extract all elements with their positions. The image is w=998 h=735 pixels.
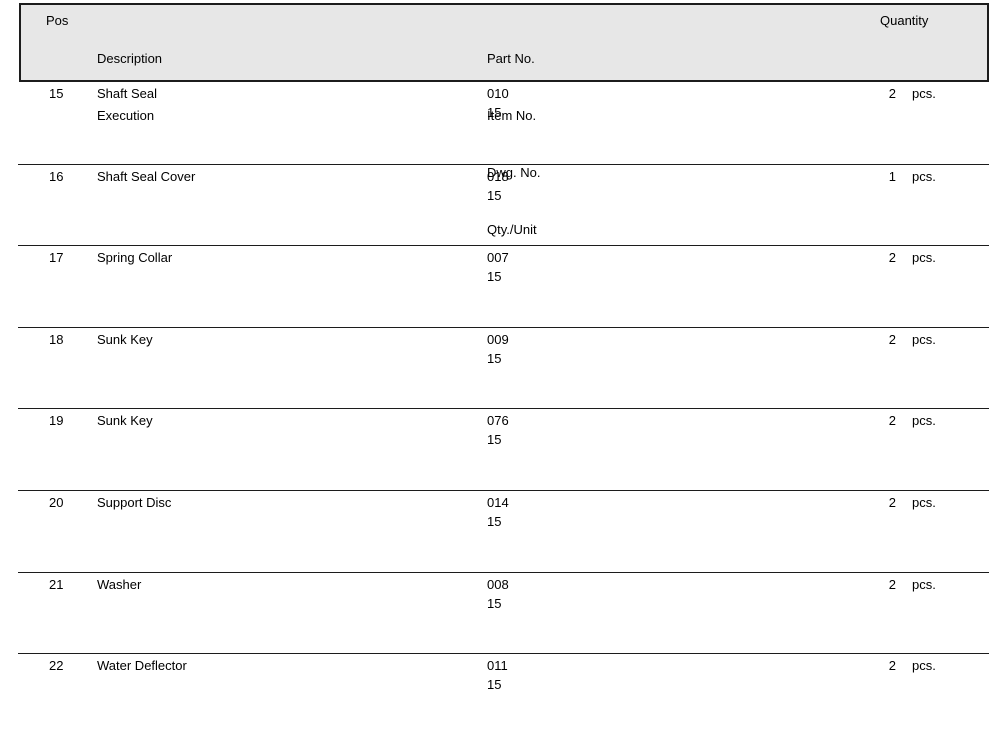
- row-unit: pcs.: [912, 86, 936, 101]
- row-quantity: 2: [888, 494, 896, 510]
- row-unit: pcs.: [912, 494, 936, 510]
- row-description: Shaft Seal: [97, 86, 157, 101]
- row-unit: pcs.: [912, 576, 936, 592]
- row-part-numbers: 076 15: [487, 411, 509, 449]
- row-quantity: 2: [888, 658, 896, 674]
- row-unit: pcs.: [912, 658, 936, 674]
- table-header: Pos Description Execution Part No. Item …: [19, 3, 989, 237]
- row-item-no: 15: [487, 513, 502, 529]
- header-dwg-no: Dwg. No.: [487, 165, 541, 180]
- row-unit: pcs.: [912, 250, 936, 266]
- table-row: 16 Shaft Seal Cover 018 15 1 pcs.: [18, 163, 989, 246]
- row-item-no: 15: [487, 350, 502, 366]
- row-part-numbers: 010 15: [487, 84, 509, 122]
- table-row: 19 Sunk Key 076 15 2 pcs.: [18, 408, 989, 490]
- row-description: Spring Collar: [97, 250, 173, 266]
- table-row: 17 Spring Collar 007 15 2 pcs.: [18, 245, 989, 327]
- row-unit: pcs.: [912, 331, 936, 347]
- header-description-line1: Description: [97, 51, 163, 66]
- row-quantity: 2: [888, 413, 896, 429]
- row-item-no: 15: [487, 595, 502, 611]
- header-part-no: Part No.: [487, 51, 535, 66]
- header-execution-line2: Execution: [97, 108, 155, 123]
- row-description: Washer: [97, 576, 142, 592]
- row-part-no: 076: [487, 413, 509, 429]
- row-pos: 18: [49, 331, 64, 347]
- row-item-no: 15: [487, 105, 502, 120]
- row-part-no: 011: [487, 658, 508, 674]
- row-part-no: 009: [487, 331, 509, 347]
- row-quantity: 1: [888, 168, 896, 184]
- table-row: 22 Water Deflector 011 15 2 pcs.: [18, 653, 989, 735]
- row-pos: 21: [49, 576, 64, 592]
- header-description: Description Execution: [97, 11, 162, 163]
- row-quantity: 2: [888, 576, 896, 592]
- row-pos: 19: [49, 413, 64, 429]
- header-qty-unit: Qty./Unit: [487, 222, 537, 237]
- row-part-numbers: 009 15: [487, 330, 509, 368]
- row-pos: 17: [49, 250, 64, 266]
- row-quantity: 2: [888, 331, 896, 347]
- row-quantity: 2: [888, 250, 896, 266]
- row-part-no: 007: [487, 250, 509, 266]
- row-pos: 16: [49, 168, 64, 184]
- header-quantity: Quantity: [880, 13, 929, 28]
- row-pos: 22: [49, 658, 64, 674]
- row-part-numbers: 018 15: [487, 167, 509, 205]
- row-description: Shaft Seal Cover: [97, 168, 196, 184]
- row-unit: pcs.: [912, 413, 936, 429]
- table-row: 20 Support Disc 014 15 2 pcs.: [18, 489, 989, 572]
- row-pos: 15: [49, 86, 64, 101]
- row-part-no: 018: [487, 168, 509, 184]
- row-quantity: 2: [888, 86, 896, 101]
- row-description: Support Disc: [97, 494, 172, 510]
- row-description: Sunk Key: [97, 413, 153, 429]
- row-part-no: 014: [487, 494, 509, 510]
- table-body: 15 Shaft Seal 010 15 2 pcs. 16 Shaft Sea…: [18, 82, 989, 735]
- header-pos: Pos: [46, 13, 69, 28]
- row-item-no: 15: [487, 432, 502, 448]
- header-item-no: Item No.: [487, 108, 537, 123]
- header-part: Part No. Item No. Dwg. No. Qty./Unit: [487, 11, 540, 277]
- row-item-no: 15: [487, 269, 502, 285]
- row-item-no: 15: [487, 187, 502, 203]
- row-description: Water Deflector: [97, 658, 187, 674]
- row-item-no: 15: [487, 677, 502, 693]
- row-part-no: 008: [487, 576, 509, 592]
- row-unit: pcs.: [912, 168, 936, 184]
- row-description: Sunk Key: [97, 331, 153, 347]
- row-part-numbers: 007 15: [487, 248, 509, 286]
- row-part-numbers: 008 15: [487, 575, 509, 613]
- row-pos: 20: [49, 494, 64, 510]
- table-row: 21 Washer 008 15 2 pcs.: [18, 571, 989, 654]
- parts-list-page: Pos Description Execution Part No. Item …: [18, 3, 989, 692]
- table-row: 18 Sunk Key 009 15 2 pcs.: [18, 326, 989, 409]
- row-part-no: 010: [487, 86, 509, 101]
- table-row: 15 Shaft Seal 010 15 2 pcs.: [18, 82, 989, 164]
- row-part-numbers: 011 15: [487, 656, 508, 694]
- row-part-numbers: 014 15: [487, 493, 509, 531]
